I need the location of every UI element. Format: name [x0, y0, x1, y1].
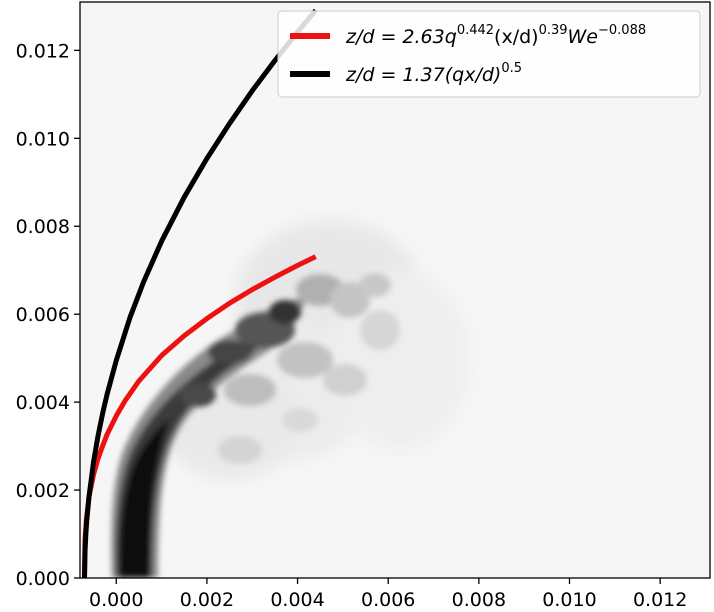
legend-label-red: z/d = 2.63q0.442(x/d)0.39We−0.088 — [345, 23, 646, 48]
y-tick-label: 0.010 — [16, 128, 70, 150]
y-tick-label: 0.008 — [16, 216, 70, 238]
legend-box — [277, 10, 701, 98]
density-field — [111, 220, 470, 578]
y-tick-label: 0.000 — [16, 568, 70, 590]
y-tick-label: 0.004 — [16, 392, 70, 414]
series-line-1 — [82, 8, 318, 578]
axes-frame — [79, 1, 711, 579]
y-tick-label: 0.006 — [16, 304, 70, 326]
y-tick-label: 0.002 — [16, 480, 70, 502]
legend: z/d = 2.63q0.442(x/d)0.39We−0.088 z/d = … — [277, 10, 701, 98]
x-tick-label: 0.006 — [361, 589, 415, 611]
legend-label-black: z/d = 1.37(qx/d)0.5 — [345, 61, 522, 86]
x-tick-label: 0.008 — [452, 589, 506, 611]
x-tick-label: 0.012 — [633, 589, 687, 611]
x-tick-label: 0.000 — [89, 589, 143, 611]
y-tick-label: 0.012 — [16, 40, 70, 62]
x-tick-label: 0.004 — [270, 589, 324, 611]
x-tick-label: 0.010 — [542, 589, 596, 611]
x-tick-label: 0.002 — [180, 589, 234, 611]
